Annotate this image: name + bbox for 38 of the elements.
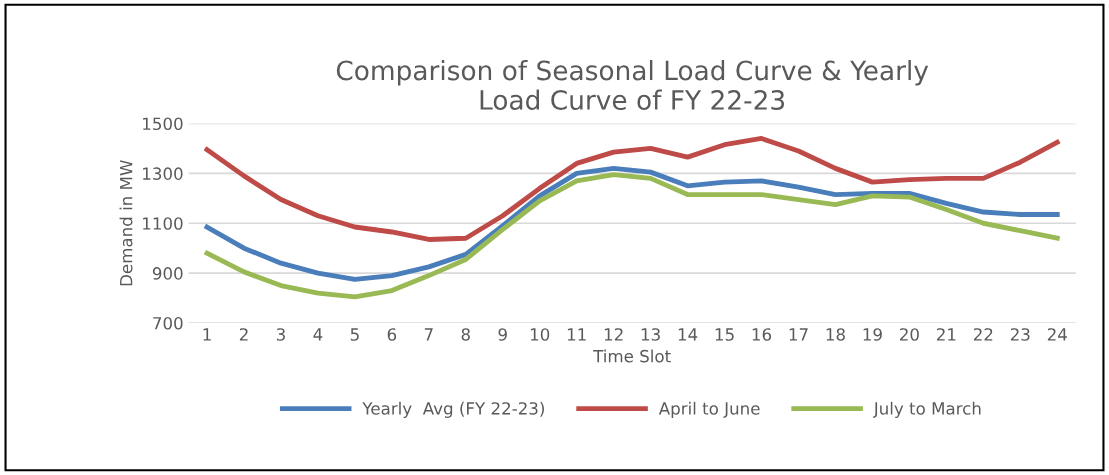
x-tick-label: 2 xyxy=(239,328,248,341)
line-series xyxy=(204,165,1060,282)
x-tick-label: 8 xyxy=(461,328,470,341)
y-tick-label: 900 xyxy=(152,267,183,280)
y-tick-label: 1500 xyxy=(143,117,183,131)
x-tick-label: 5 xyxy=(350,328,359,341)
x-tick-label: 7 xyxy=(424,328,433,341)
x-tick-label: 22 xyxy=(973,328,993,341)
x-tick-label: 21 xyxy=(936,328,956,341)
x-tick-label: 14 xyxy=(678,328,698,341)
x-tick-label: 15 xyxy=(715,328,734,341)
x-tick-label: 6 xyxy=(387,328,397,341)
y-tick-label: 1100 xyxy=(143,217,183,230)
x-tick-label: 18 xyxy=(826,328,845,341)
x-tick-label: 17 xyxy=(789,328,808,341)
legend-label: Yearly Avg (FY 22-23) xyxy=(362,401,544,418)
x-tick-label: 9 xyxy=(498,328,507,341)
x-tick-label: 23 xyxy=(1010,328,1030,341)
x-tick-label: 4 xyxy=(313,328,323,341)
x-tick-label: 19 xyxy=(863,328,882,341)
x-tick-label: 11 xyxy=(567,328,586,341)
x-tick-label: 1 xyxy=(203,328,211,341)
x-tick-label: 13 xyxy=(641,328,660,341)
chart-title: Comparison of Seasonal Load Curve & Yearly Load Curve of FY 22-23 xyxy=(336,60,929,110)
x-tick-label: 20 xyxy=(900,328,919,341)
x-tick-label: 10 xyxy=(530,328,550,341)
legend-label: July to March xyxy=(872,401,981,418)
legend-label: April to June xyxy=(658,401,760,418)
y-axis-title: Demand in MW xyxy=(119,160,133,286)
x-tick-label: 3 xyxy=(276,328,285,341)
y-tick-label: 700 xyxy=(153,316,183,330)
x-tick-label: 24 xyxy=(1047,328,1067,341)
line-series xyxy=(204,172,1060,300)
y-tick-label: 1300 xyxy=(143,167,183,180)
x-tick-label: 12 xyxy=(604,328,623,341)
x-axis-title: Time Slot xyxy=(593,349,671,363)
x-tick-label: 16 xyxy=(752,328,772,341)
line-series xyxy=(204,136,1060,242)
